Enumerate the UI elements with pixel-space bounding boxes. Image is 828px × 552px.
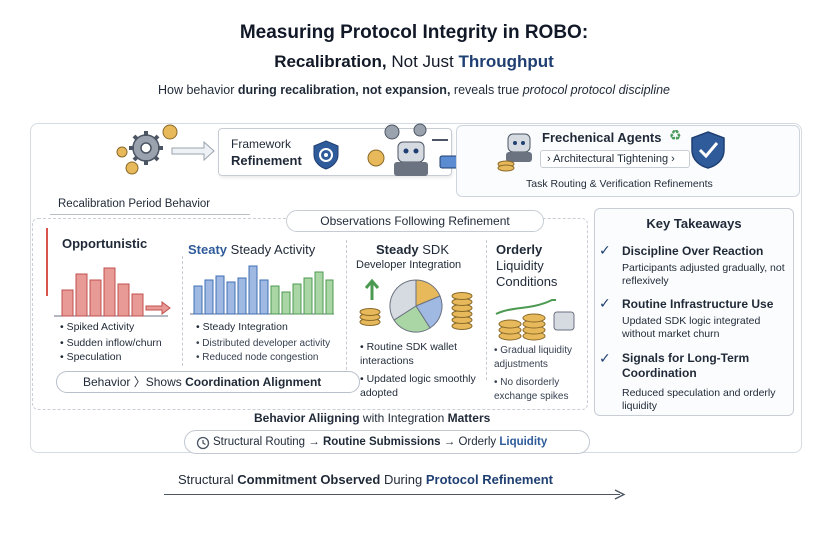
recalibration-label: Recalibration Period Behavior bbox=[58, 198, 211, 210]
routing-arrow: → bbox=[308, 436, 320, 448]
check-icon: ✓ bbox=[599, 242, 611, 258]
orderly-title-line1: Orderly bbox=[496, 242, 543, 257]
takeaway-body: Updated SDK logic integrated without mar… bbox=[622, 315, 761, 340]
clock-icon bbox=[196, 436, 210, 450]
bullet-item: No disorderly exchange spikes bbox=[494, 376, 586, 404]
column-divider bbox=[182, 256, 183, 366]
takeaway-head-rest: Use bbox=[751, 297, 774, 311]
orderly-title: Orderly Liquidity Conditions bbox=[496, 242, 557, 290]
steady-bars-chart bbox=[190, 265, 334, 315]
takeaway-head: Signals for Long-Term Coordination bbox=[622, 351, 750, 380]
task-routing-label: Task Routing & Verification Refinements bbox=[526, 178, 713, 190]
routing-step2: Routine Submissions bbox=[322, 436, 441, 448]
behavior-align-label: Behavior Aliigning with Integration Matt… bbox=[254, 411, 490, 425]
robot-coins-icon bbox=[497, 133, 532, 172]
orderly-bullets: Gradual liquidity adjustments No disorde… bbox=[494, 344, 586, 404]
tagline-pre: How behavior bbox=[157, 83, 235, 97]
subtitle-part2: Not Just bbox=[391, 52, 454, 71]
routing-step3-pre: Orderly bbox=[458, 436, 497, 448]
refinement-label: Refinement bbox=[231, 153, 302, 168]
takeaway-head-bold: Routine Infrastructure bbox=[622, 297, 749, 311]
recalibration-divider bbox=[50, 214, 250, 215]
behavior-align-mid: with Integration bbox=[362, 411, 445, 425]
tagline: How behavior during recalibration, not e… bbox=[0, 83, 828, 97]
tagline-bold: during recalibration, not expansion, bbox=[237, 83, 451, 97]
behavior-align-bold1: Behavior Aliigning bbox=[254, 411, 360, 425]
shield-check-icon bbox=[691, 131, 725, 169]
check-icon: ✓ bbox=[599, 350, 611, 366]
key-takeaways-card bbox=[594, 208, 794, 416]
routing-pill: Structural Routing → Routine Submissions… bbox=[184, 430, 590, 454]
tagline-mid: reveals true bbox=[453, 83, 520, 97]
behavior-pill-pre: Behavior bbox=[83, 375, 131, 389]
pie-chart-icon bbox=[359, 278, 473, 333]
column-divider bbox=[486, 240, 487, 380]
robot-icon bbox=[367, 123, 463, 176]
opportunistic-accent bbox=[46, 228, 48, 296]
behavior-pill: Behavior 〉Shows Coordination Alignment bbox=[56, 371, 360, 393]
bullet-item: Speculation bbox=[60, 350, 162, 364]
subtitle-part1: Recalibration, bbox=[274, 52, 387, 71]
routing-arrow: → bbox=[443, 436, 456, 448]
steady-activity-title-rest: Steady Activity bbox=[230, 242, 316, 257]
bullet-item: Reduced node congestion bbox=[196, 351, 330, 365]
bullet-item: Spiked Activity bbox=[60, 320, 162, 334]
key-takeaways-title: Key Takeaways bbox=[646, 216, 742, 231]
orderly-title-line2: Liquidity bbox=[496, 258, 544, 273]
steady-activity-bullets: Steady Integration Distributed developer… bbox=[196, 320, 330, 365]
bullet-item: Steady Integration bbox=[196, 320, 330, 334]
steady-sdk-subtitle: Developer Integration bbox=[356, 259, 462, 271]
observations-pill: Observations Following Refinement bbox=[286, 210, 544, 232]
orderly-title-line3: Conditions bbox=[496, 274, 558, 289]
recycle-icon: ♻ bbox=[669, 127, 682, 143]
takeaway-body: Participants adjusted gradually, not ref… bbox=[622, 262, 785, 287]
bullet-item: Distributed developer activity bbox=[196, 337, 330, 351]
structural-blue: Protocol Refinement bbox=[425, 472, 553, 487]
shield-gear-icon bbox=[313, 140, 339, 170]
main-title: Measuring Protocol Integrity in ROBO: bbox=[239, 22, 589, 43]
steady-sdk-title: Steady SDK bbox=[376, 242, 449, 257]
arrow-head-icon bbox=[614, 489, 626, 500]
takeaway-body: Reduced speculation and orderly liquidit… bbox=[622, 387, 776, 412]
steady-sdk-title-bold: Steady bbox=[376, 242, 419, 257]
subtitle: Recalibration, Not Just Throughput bbox=[0, 52, 828, 72]
structural-mid: During bbox=[383, 472, 423, 487]
behavior-pill-sep: 〉Shows bbox=[133, 375, 182, 389]
routing-step3-bold: Liquidity bbox=[499, 436, 548, 448]
opportunistic-title: Opportunistic bbox=[62, 236, 148, 251]
gears-icon bbox=[116, 124, 215, 175]
opportunistic-bullets: Spiked Activity Sudden inflow/churn Spec… bbox=[60, 320, 162, 364]
column-divider bbox=[346, 240, 347, 380]
routing-step1: Structural Routing bbox=[213, 436, 306, 448]
steady-sdk-bullets: Routine SDK wallet interactions Updated … bbox=[360, 340, 484, 400]
takeaway-head: Discipline Over Reaction bbox=[622, 244, 764, 258]
bullet-item: Gradual liquidity adjustments bbox=[494, 344, 586, 372]
structural-pre: Structural bbox=[178, 472, 234, 487]
agents-title: Frechenical Agents bbox=[542, 130, 662, 145]
framework-label: Framework bbox=[231, 137, 292, 151]
steady-activity-title-blue: Steaty bbox=[188, 242, 228, 257]
steady-sdk-title-rest: SDK bbox=[422, 242, 449, 257]
takeaway-head: Routine Infrastructure Use bbox=[622, 297, 773, 312]
coin-stack-icon bbox=[495, 299, 575, 341]
structural-commitment: Structural Commitment Observed During Pr… bbox=[178, 472, 553, 487]
architectural-tightening-pill: › Architectural Tightening › bbox=[540, 150, 690, 168]
steady-activity-title: Steaty Steady Activity bbox=[188, 242, 315, 257]
bullet-item: Routine SDK wallet interactions bbox=[360, 340, 484, 368]
behavior-pill-bold: Coordination Alignment bbox=[185, 375, 322, 389]
structural-bold: Commitment Observed bbox=[237, 472, 381, 487]
behavior-align-bold2: Matters bbox=[447, 411, 491, 425]
subtitle-part3: Throughput bbox=[458, 52, 554, 71]
check-icon: ✓ bbox=[599, 295, 611, 311]
spiked-bars-chart bbox=[54, 267, 171, 317]
bullet-item: Updated logic smoothly adopted bbox=[360, 372, 484, 400]
structural-arrow-line bbox=[164, 494, 620, 495]
tagline-italic: protocol protocol discipline bbox=[522, 83, 671, 97]
bullet-item: Sudden inflow/churn bbox=[60, 336, 162, 350]
